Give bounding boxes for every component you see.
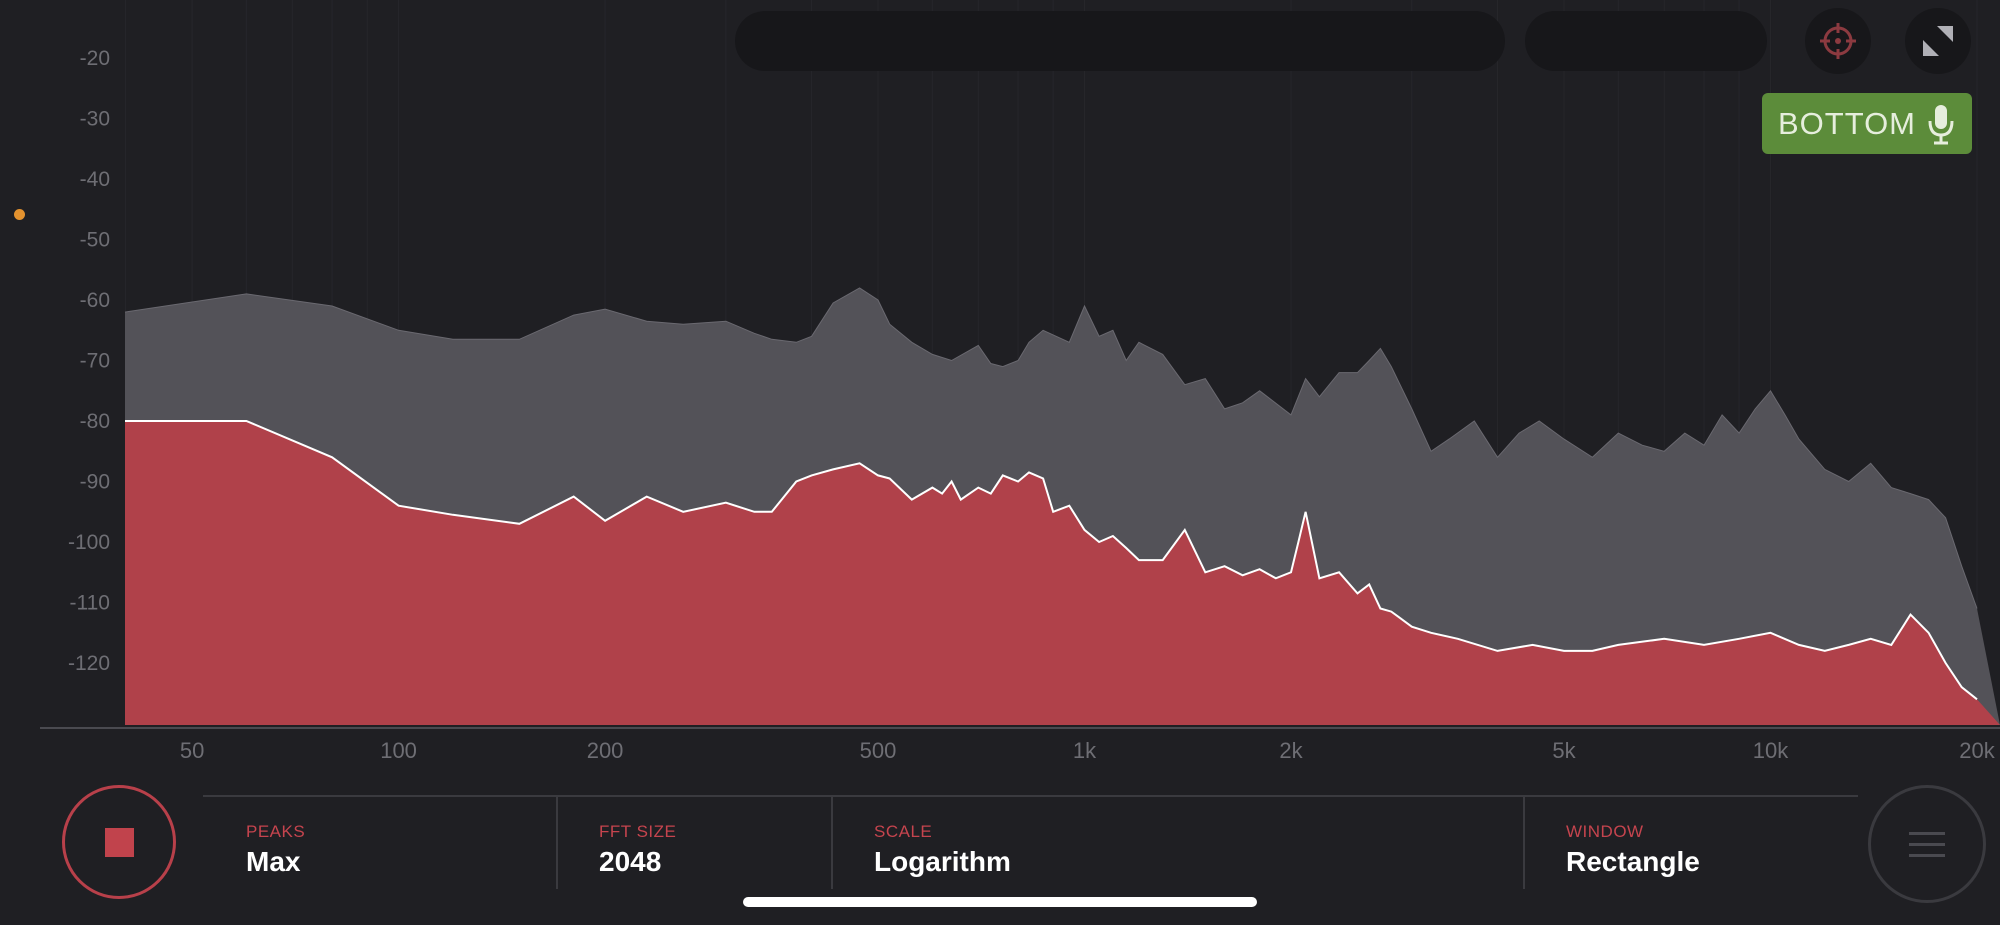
current-spectrum-area bbox=[125, 421, 2000, 725]
settings-divider bbox=[203, 795, 1858, 797]
setting-value: Max bbox=[246, 846, 301, 877]
x-tick-label: 100 bbox=[380, 738, 417, 763]
setting-value: Logarithm bbox=[874, 846, 1011, 877]
y-tick-label: -80 bbox=[80, 410, 110, 433]
setting-value: Rectangle bbox=[1566, 846, 1700, 877]
setting-label: WINDOW bbox=[1566, 822, 1644, 841]
level-readout-bar[interactable] bbox=[1525, 11, 1767, 71]
frequency-readout-bar[interactable] bbox=[735, 11, 1505, 71]
y-tick-label: -20 bbox=[80, 47, 110, 70]
menu-icon bbox=[1909, 842, 1945, 846]
x-axis-ticks: 50 100 200 500 1k 2k 5k 10k 20k bbox=[180, 738, 1996, 763]
x-tick-label: 200 bbox=[587, 738, 624, 763]
fullscreen-button[interactable] bbox=[1905, 8, 1971, 74]
setting-peaks[interactable]: PEAKS Max bbox=[246, 822, 305, 878]
settings-separator bbox=[831, 797, 833, 889]
fullscreen-icon bbox=[1923, 26, 1953, 56]
setting-label: SCALE bbox=[874, 822, 933, 841]
level-marker-dot bbox=[14, 209, 25, 220]
y-tick-label: -50 bbox=[80, 229, 110, 252]
y-tick-label: -90 bbox=[80, 471, 110, 494]
y-tick-label: -120 bbox=[68, 652, 110, 675]
current-spectrum-line bbox=[125, 420, 1978, 701]
setting-label: PEAKS bbox=[246, 822, 306, 841]
y-tick-label: -110 bbox=[70, 592, 110, 615]
x-tick-label: 50 bbox=[180, 738, 204, 763]
y-tick-label: -70 bbox=[80, 350, 110, 373]
menu-icon bbox=[1909, 831, 1945, 835]
crosshair-button[interactable] bbox=[1805, 8, 1871, 74]
setting-scale[interactable]: SCALE Logarithm bbox=[874, 822, 1011, 878]
x-tick-label: 500 bbox=[860, 738, 897, 763]
setting-label: FFT SIZE bbox=[599, 822, 677, 841]
x-tick-label: 1k bbox=[1073, 738, 1097, 763]
settings-separator bbox=[556, 797, 558, 889]
mic-select-badge[interactable]: BOTTOM bbox=[1762, 93, 1972, 154]
crosshair-icon bbox=[1820, 23, 1856, 59]
y-tick-label: -30 bbox=[80, 108, 110, 131]
x-tick-label: 10k bbox=[1753, 738, 1789, 763]
y-axis-ticks: -20 -30 -40 -50 -60 -70 -80 -90 -100 -110 -120 bbox=[68, 47, 110, 675]
settings-separator bbox=[1523, 797, 1525, 889]
y-tick-label: -40 bbox=[80, 168, 110, 191]
chart-areas bbox=[124, 287, 2000, 725]
stop-icon bbox=[104, 827, 134, 857]
x-tick-label: 20k bbox=[1959, 738, 1995, 763]
home-indicator[interactable] bbox=[743, 897, 1257, 907]
setting-fft-size[interactable]: FFT SIZE 2048 bbox=[599, 822, 676, 878]
y-tick-label: -100 bbox=[68, 531, 110, 554]
setting-value: 2048 bbox=[599, 846, 662, 877]
menu-button[interactable] bbox=[1868, 785, 1986, 903]
x-tick-label: 5k bbox=[1552, 738, 1576, 763]
y-tick-label: -60 bbox=[80, 289, 110, 312]
setting-window[interactable]: WINDOW Rectangle bbox=[1566, 822, 1700, 878]
mic-badge-label: BOTTOM bbox=[1777, 105, 1917, 141]
microphone-icon bbox=[1928, 104, 1954, 144]
menu-icon bbox=[1909, 853, 1945, 857]
peak-hold-line bbox=[124, 287, 1978, 609]
spectrum-chart: -20 -30 -40 -50 -60 -70 -80 -90 -100 -110 -120 50 1… bbox=[40, 47, 2000, 763]
x-tick-label: 2k bbox=[1279, 738, 1303, 763]
stop-button[interactable] bbox=[62, 785, 176, 899]
